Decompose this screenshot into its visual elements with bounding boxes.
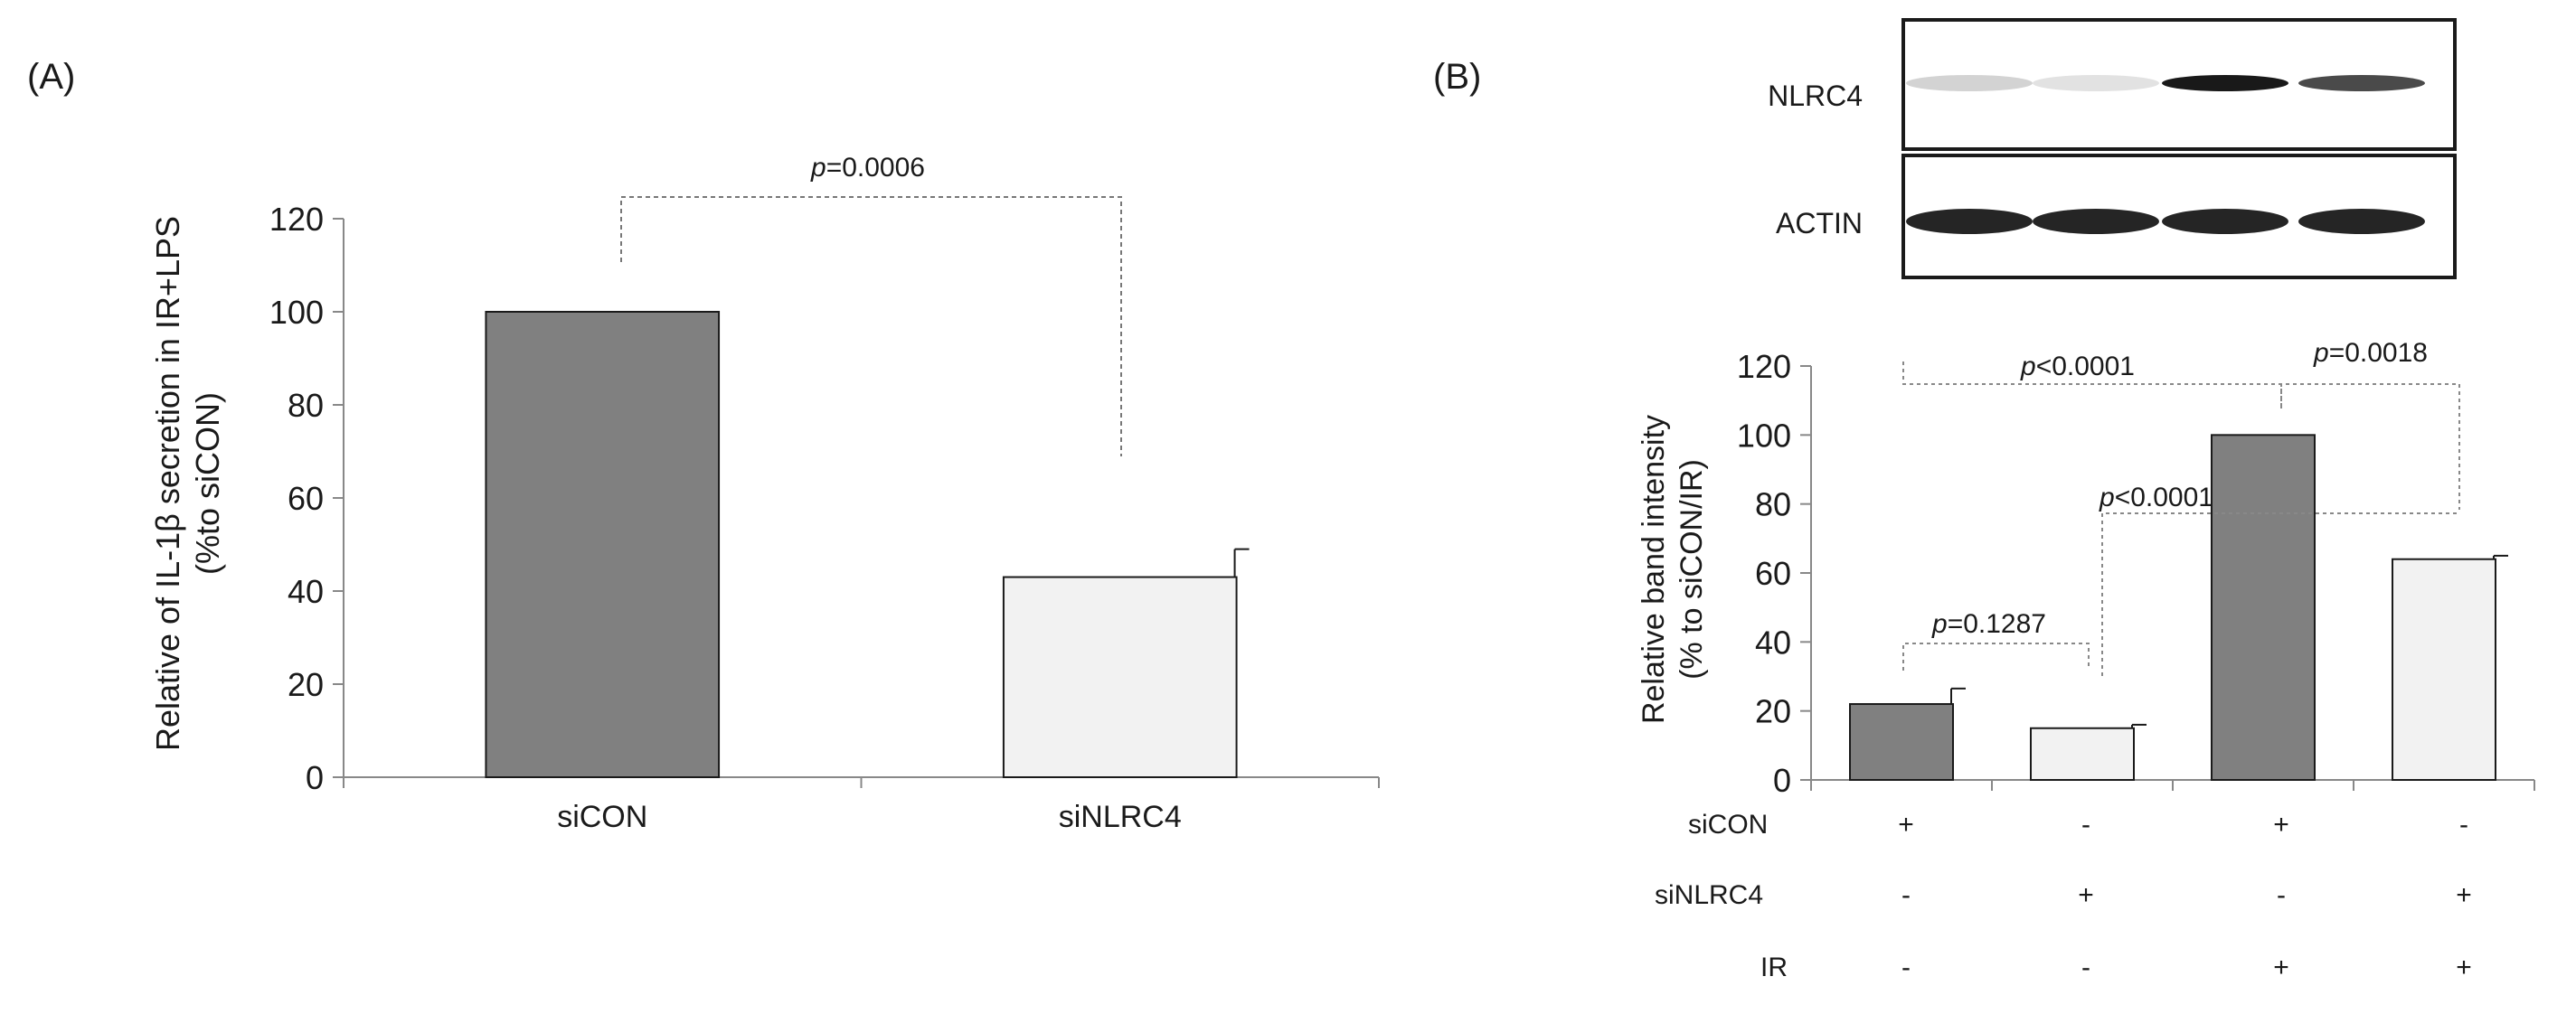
bracket-1-2-label: p=0.1287: [1931, 609, 2046, 639]
panel-a-significance-bracket: p=0.0006: [620, 153, 1122, 456]
bracket-2-4-label: p<0.0001: [2099, 483, 2213, 512]
nlrc4-band: [2033, 75, 2159, 91]
panel-b-bar: [2211, 434, 2316, 781]
blot-bands-nlrc4: [1906, 75, 2425, 91]
panel-b-bar: [1849, 703, 1954, 781]
condition-row-label-sinlrc4: siNLRC4: [1655, 880, 1763, 910]
bracket-2-4: [2101, 512, 2459, 676]
panel-b-y-tick-label: 0: [1773, 762, 1791, 799]
panel-a-ylabel: Relative of IL-1β secretion in IR+LPS (%…: [149, 216, 226, 751]
panel-b-bar: [2030, 727, 2135, 781]
condition-sign: -: [2081, 953, 2090, 982]
panel-b-label: (B): [1433, 57, 1481, 97]
panel-a-y-tick-label: 60: [288, 480, 324, 517]
condition-row-label-sicon: siCON: [1688, 810, 1768, 840]
condition-sign: +: [2456, 880, 2472, 910]
panel-a-y-tick-label: 80: [288, 387, 324, 424]
panel-b-y-tick-label: 40: [1755, 624, 1791, 661]
condition-sign: -: [1901, 953, 1911, 982]
blot-label-actin: ACTIN: [1776, 207, 1863, 239]
condition-sign: +: [2078, 880, 2094, 910]
blot-bands-actin: [1906, 209, 2425, 234]
panel-b-y-tick-label: 120: [1737, 348, 1791, 385]
actin-band: [1906, 209, 2033, 234]
panel-b-plot: 0 20 40 60 80 100 120: [1737, 348, 2535, 799]
condition-table: siCON siNLRC4 IR + - + - - + - + - - + +: [1655, 810, 2472, 982]
panel-a-label: (A): [27, 57, 75, 97]
panel-b-bar: [2392, 558, 2496, 781]
condition-sign: -: [2277, 880, 2286, 910]
actin-band: [2033, 209, 2159, 234]
panel-a: (A) Relative of IL-1β secretion in IR+LP…: [27, 57, 1380, 834]
panel-a-y-tick-label: 20: [288, 666, 324, 703]
bracket-1-2: [1902, 643, 2090, 671]
panel-b-ylabel-line1: Relative band intensity: [1637, 415, 1671, 724]
panel-b-significance-brackets: p<0.0001 p=0.0018 p<0.0001 p=0.1287: [1902, 338, 2460, 676]
panel-b-y-tick-label: 20: [1755, 693, 1791, 730]
panel-a-category-label: siCON: [557, 800, 647, 834]
condition-sign: -: [1901, 880, 1911, 910]
panel-b-y-tick-label: 80: [1755, 486, 1791, 523]
condition-signs: + - + - - + - + - - + +: [1898, 810, 2472, 982]
actin-band: [2162, 209, 2288, 234]
panel-a-bar: [485, 311, 721, 778]
panel-b: (B) NLRC4 ACTIN Relative band intensity …: [1433, 18, 2535, 982]
nlrc4-band: [2298, 75, 2425, 91]
blot-label-nlrc4: NLRC4: [1768, 80, 1863, 112]
panel-a-y-tick-label: 100: [269, 294, 324, 331]
panel-b-ylabel-line2: (% to siCON/IR): [1675, 459, 1709, 680]
panel-a-y-tick-label: 120: [269, 201, 324, 238]
panel-b-y-tick-label: 100: [1737, 417, 1791, 454]
bracket-1-3-label: p<0.0001: [2020, 352, 2135, 381]
panel-a-bar: [1002, 576, 1238, 778]
condition-row-label-ir: IR: [1760, 953, 1788, 982]
condition-sign: -: [2459, 810, 2468, 840]
condition-sign: +: [2273, 953, 2289, 982]
bracket-1-3: [1902, 361, 2282, 408]
panel-b-ylabel: Relative band intensity (% to siCON/IR): [1637, 415, 1709, 724]
condition-sign: +: [2273, 810, 2289, 840]
condition-sign: +: [1898, 810, 1914, 840]
nlrc4-band: [2162, 75, 2288, 91]
panel-a-ylabel-line2: (%to siCON): [189, 392, 226, 575]
western-blot: NLRC4 ACTIN: [1768, 18, 2457, 279]
panel-a-category-label: siNLRC4: [1059, 800, 1182, 834]
panel-b-y-tick-label: 60: [1755, 555, 1791, 592]
panel-a-ylabel-line1: Relative of IL-1β secretion in IR+LPS: [149, 216, 186, 751]
bracket-3-4-label: p=0.0018: [2313, 338, 2428, 368]
actin-band: [2298, 209, 2425, 234]
condition-sign: +: [2456, 953, 2472, 982]
panel-a-y-tick-label: 0: [306, 759, 324, 796]
panel-a-y-tick-label: 40: [288, 573, 324, 610]
panel-a-p-annotation: p=0.0006: [810, 153, 925, 183]
panel-a-plot: 0 20 40 60 80 100 120 siCON siNLRC4: [269, 201, 1380, 834]
nlrc4-band: [1906, 75, 2033, 91]
condition-sign: -: [2081, 810, 2090, 840]
